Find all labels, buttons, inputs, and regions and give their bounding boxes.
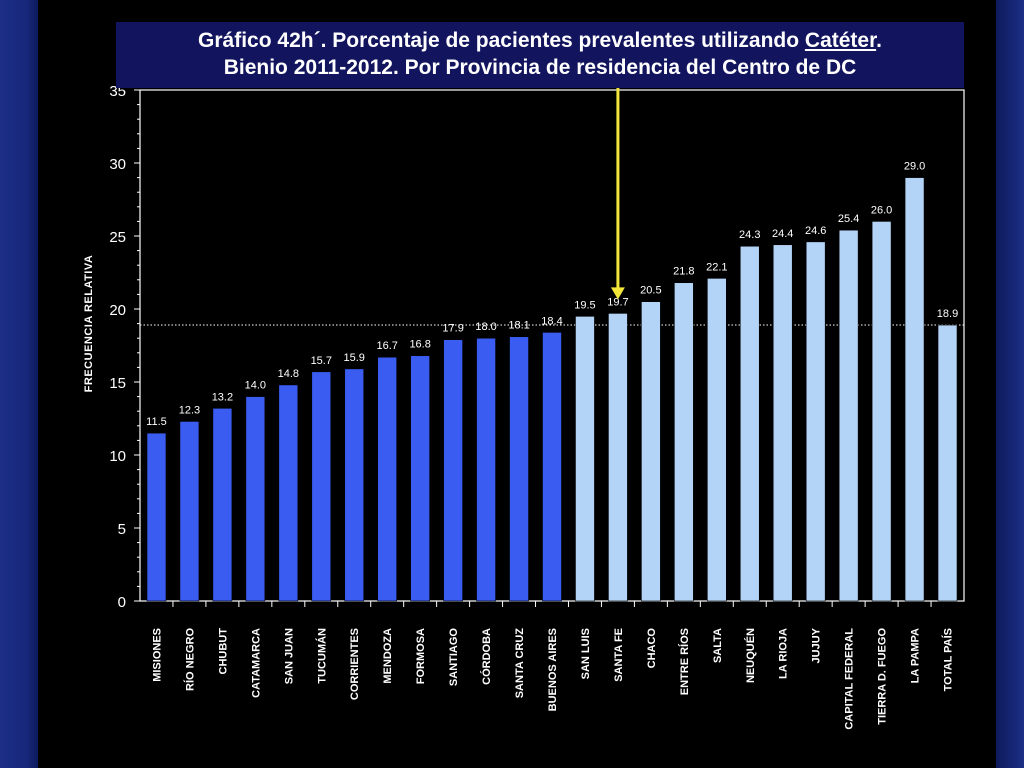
y-axis-label: FRECUENCIA RELATIVA [83,255,95,393]
data-label: 13.2 [212,391,233,403]
chart-title-line1: Gráfico 42h´. Porcentaje de pacientes pr… [116,27,964,54]
data-label: 16.8 [409,339,430,351]
x-tick-label: ENTRE RÍOS [678,628,691,695]
data-label: 25.4 [838,213,859,225]
data-label: 21.8 [673,266,694,278]
bar [278,384,299,602]
x-tick-label: LA PAMPA [910,628,922,683]
data-label: 17.9 [442,323,463,335]
x-tick-label: SANTA FE [613,628,625,682]
bar [871,221,892,602]
y-tick-label: 15 [109,375,126,392]
left-border-band [0,0,38,768]
data-label: 24.4 [772,228,793,240]
data-label: 29.0 [904,161,925,173]
data-label: 19.7 [607,296,628,308]
x-tick-label: MENDOZA [382,628,394,684]
data-label: 15.7 [311,355,332,367]
data-label: 18.1 [508,320,529,332]
bar [509,336,529,602]
x-tick-label: SANTIAGO [448,628,460,687]
data-label: 24.3 [739,229,760,241]
chart-title-keyword: Catéter [804,29,877,52]
data-label: 26.0 [871,204,892,216]
x-tick-label: JUJUY [811,627,823,663]
bar [377,356,398,602]
bar [937,324,958,602]
data-label: 18.9 [937,308,958,320]
x-tick-label: TIERRA D. FUEGO [877,628,889,725]
x-tick-label: SALTA [712,628,724,663]
data-label: 12.3 [179,404,200,416]
bar [739,245,760,602]
bar [608,313,628,602]
x-tick-label: RÍO NEGRO [183,628,196,691]
x-tick-label: CHACO [646,628,658,669]
data-label: 20.5 [640,285,661,297]
bar [311,371,332,602]
chart-title-line2: Bienio 2011-2012. Por Provincia de resid… [223,56,857,79]
x-tick-label: MISIONES [151,628,163,682]
bar [179,421,200,602]
x-tick-label: CÓRDOBA [480,628,493,685]
bar [772,244,793,602]
x-tick-label: TUCUMÁN [315,628,328,684]
x-tick-label: SAN LUIS [580,628,592,679]
data-label: 18.4 [541,315,562,327]
bar [443,339,463,602]
x-tick-label: BUENOS AIRES [547,628,559,711]
bar [575,315,595,602]
data-label: 18.0 [475,321,496,333]
bar [904,177,925,602]
x-tick-label: CAPITAL FEDERAL [844,628,856,730]
bar [476,337,496,602]
chart-title-line1-post: . [876,29,882,52]
data-label: 11.5 [146,416,167,428]
x-tick-label: SANTA CRUZ [514,628,526,699]
data-label: 19.5 [574,299,595,311]
bar [805,241,826,602]
bar [410,355,430,602]
bar [245,396,266,602]
y-tick-label: 5 [118,521,126,538]
bar [674,282,694,602]
x-tick-label: CORRIENTES [349,628,361,700]
y-tick-label: 30 [109,156,126,173]
x-tick-label: CATAMARCA [250,628,262,698]
data-label: 15.9 [344,352,365,364]
bar [146,432,167,602]
x-tick-label: LA RIOJA [778,628,790,679]
data-label: 16.7 [376,340,397,352]
chart-title-line1-pre: Gráfico 42h´. Porcentaje de pacientes pr… [198,29,805,52]
x-tick-label: SAN JUAN [283,628,295,684]
x-tick-label: TOTAL PAÍS [942,628,955,691]
bar [641,301,661,602]
x-tick-label: CHUBUT [217,628,229,675]
bar [212,407,233,602]
y-tick-label: 25 [109,229,126,246]
bar [542,332,562,602]
bar [838,229,859,602]
y-tick-label: 0 [118,594,126,611]
bar [706,278,727,602]
x-tick-label: NEUQUÉN [744,628,757,683]
data-label: 24.6 [805,225,826,237]
data-label: 22.1 [706,261,727,273]
bar [344,368,365,602]
x-tick-label: FORMOSA [415,628,427,684]
y-tick-label: 10 [109,448,126,465]
data-label: 14.0 [245,380,266,392]
chart-title: Gráfico 42h´. Porcentaje de pacientes pr… [116,22,964,88]
data-label: 14.8 [278,368,299,380]
right-border-band [996,0,1024,768]
highlight-arrow-head [610,287,625,300]
y-tick-label: 20 [109,302,126,319]
